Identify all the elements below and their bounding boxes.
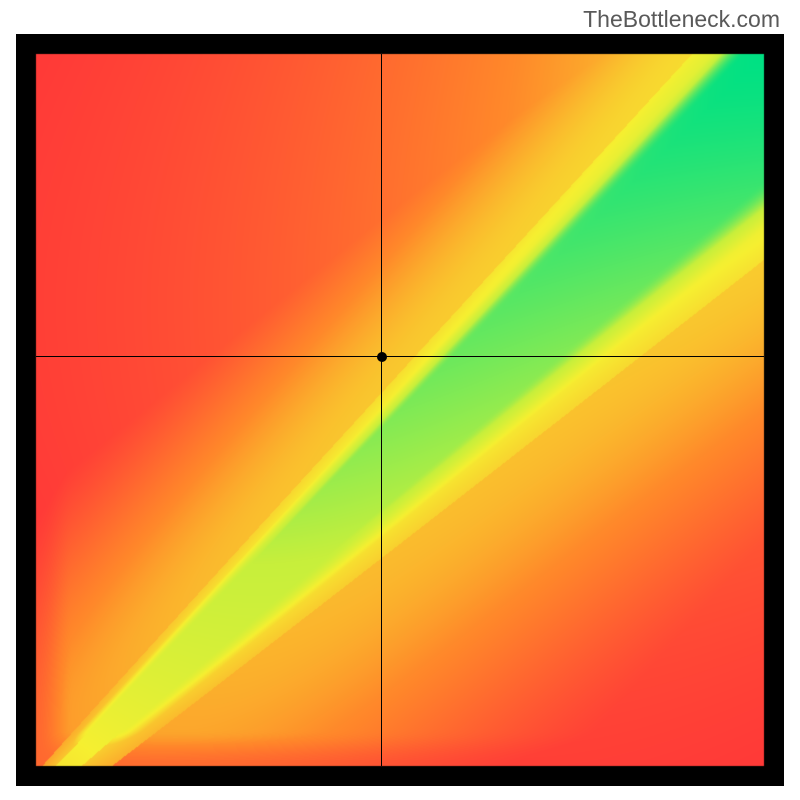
crosshair-horizontal [36, 356, 764, 357]
crosshair-vertical [381, 54, 382, 766]
watermark-text: TheBottleneck.com [583, 6, 780, 33]
chart-frame [16, 34, 784, 786]
data-point-marker [377, 352, 387, 362]
chart-container: TheBottleneck.com [0, 0, 800, 800]
heatmap-canvas [16, 34, 784, 786]
